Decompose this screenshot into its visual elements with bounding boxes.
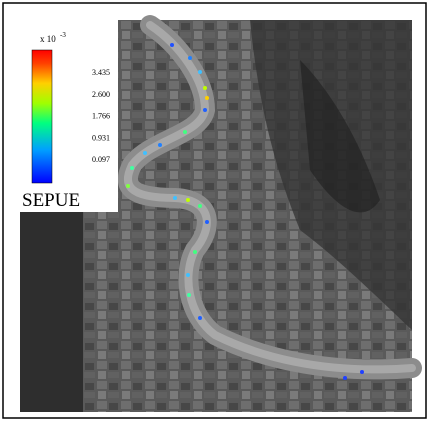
sample-point: [170, 43, 174, 47]
sample-point: [343, 376, 347, 380]
sample-point: [360, 370, 364, 374]
sample-point: [203, 86, 207, 90]
sample-point: [183, 130, 187, 134]
sample-point: [205, 220, 209, 224]
sample-point: [143, 151, 147, 155]
sample-point: [173, 196, 177, 200]
sample-point: [126, 184, 130, 188]
screenshot: x 10 -3 3.435 2.600 1.766 0.931 0.097 SEPUE: [0, 0, 429, 421]
sample-point: [205, 96, 209, 100]
colorbar: [32, 50, 52, 183]
sample-point: [188, 56, 192, 60]
legend-scale-base: x 10: [40, 34, 56, 44]
colorbar-label: 0.097: [92, 155, 110, 164]
sample-point: [193, 250, 197, 254]
sample-point: [186, 198, 190, 202]
colorbar-label: 2.600: [92, 90, 110, 99]
sample-point: [203, 108, 207, 112]
sample-point: [198, 70, 202, 74]
colorbar-label: 0.931: [92, 133, 110, 142]
legend-title: SEPUE: [22, 190, 80, 211]
legend-scale-exponent: -3: [60, 31, 66, 39]
sample-point: [187, 293, 191, 297]
sample-point: [198, 316, 202, 320]
sample-point: [130, 166, 134, 170]
sample-point: [186, 273, 190, 277]
sample-point: [198, 204, 202, 208]
sample-point: [158, 143, 162, 147]
colorbar-label: 3.435: [92, 68, 110, 77]
colorbar-label: 1.766: [92, 112, 110, 121]
